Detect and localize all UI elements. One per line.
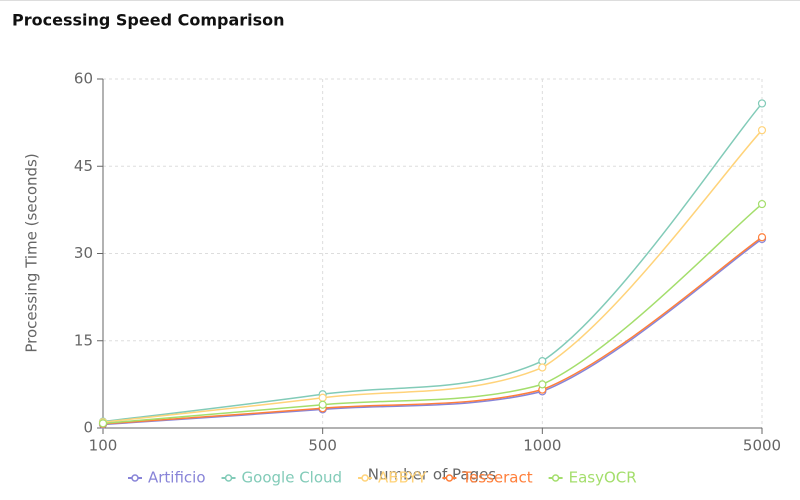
legend-marker bbox=[131, 474, 139, 482]
x-axis-label: Number of Pages bbox=[368, 466, 497, 484]
data-point bbox=[98, 419, 108, 428]
y-tick-label: 60 bbox=[74, 70, 93, 88]
data-point bbox=[318, 400, 327, 409]
series-line bbox=[102, 129, 763, 423]
series-line bbox=[102, 238, 763, 426]
legend-label: Google Cloud bbox=[242, 469, 343, 487]
legend-label: ABBYY bbox=[378, 469, 427, 487]
data-point bbox=[757, 126, 767, 135]
x-tick-label: 500 bbox=[308, 437, 337, 455]
data-point bbox=[757, 233, 767, 242]
legend-label: EasyOCR bbox=[569, 469, 637, 487]
y-tick-label: 30 bbox=[74, 244, 93, 262]
legend-marker bbox=[445, 474, 454, 482]
legend-marker bbox=[361, 474, 369, 482]
series-line bbox=[102, 203, 763, 425]
data-point bbox=[538, 363, 547, 372]
y-tick-label: 15 bbox=[74, 331, 93, 349]
series-line bbox=[102, 236, 763, 425]
y-tick-label: 0 bbox=[83, 419, 93, 437]
y-axis-label: Processing Time (seconds) bbox=[23, 153, 41, 352]
data-point bbox=[538, 380, 547, 389]
x-tick-label: 1000 bbox=[523, 437, 561, 455]
legend-marker bbox=[551, 474, 560, 482]
chart-title: Processing Speed Comparison bbox=[12, 11, 285, 30]
series-line bbox=[102, 102, 763, 423]
x-tick-label: 5000 bbox=[743, 437, 781, 455]
data-point bbox=[757, 199, 767, 209]
legend-marker bbox=[224, 474, 233, 482]
x-tick-label: 100 bbox=[89, 437, 118, 455]
legend-label: Artificio bbox=[148, 469, 206, 487]
data-point bbox=[757, 99, 767, 108]
legend-label: Tesseract bbox=[461, 469, 532, 487]
y-tick-label: 45 bbox=[74, 157, 93, 175]
data-point bbox=[318, 393, 327, 402]
